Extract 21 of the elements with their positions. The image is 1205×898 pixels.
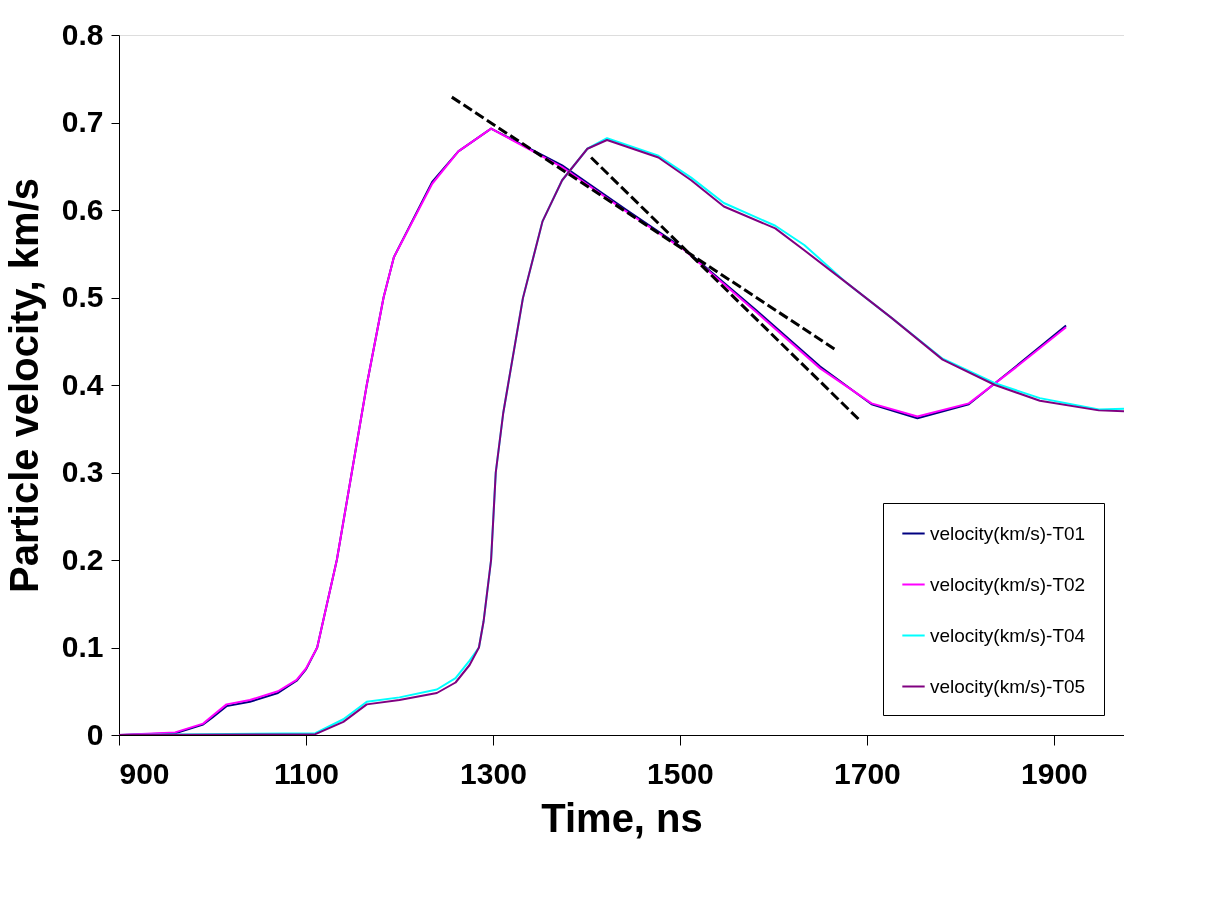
y-tick-label: 0.2 xyxy=(61,542,104,576)
y-tick-label: 0.7 xyxy=(61,105,104,138)
x-axis-title: Time, ns xyxy=(541,795,703,840)
x-tick-label: 900 xyxy=(119,756,170,790)
x-tick-label: 1900 xyxy=(1021,756,1088,790)
legend-label: velocity(km/s)-T01 xyxy=(930,522,1086,544)
x-tick-label: 1100 xyxy=(273,756,340,790)
x-tick-label: 1700 xyxy=(834,756,901,790)
legend-label: velocity(km/s)-T05 xyxy=(930,675,1086,697)
legend-label: velocity(km/s)-T02 xyxy=(930,573,1086,595)
y-tick-label: 0.1 xyxy=(61,630,104,663)
y-tick-label: 0.8 xyxy=(61,17,104,51)
y-tick-label: 0.3 xyxy=(61,455,104,488)
y-tick-label: 0 xyxy=(86,717,104,751)
y-tick-label: 0.5 xyxy=(61,280,104,313)
y-axis-title: Particle velocity, km/s xyxy=(1,177,46,594)
x-tick-label: 1300 xyxy=(460,756,527,790)
x-tick-label: 1500 xyxy=(647,756,714,790)
y-tick-label: 0.4 xyxy=(61,367,104,401)
legend-label: velocity(km/s)-T04 xyxy=(930,624,1086,646)
y-tick-label: 0.6 xyxy=(61,192,104,226)
